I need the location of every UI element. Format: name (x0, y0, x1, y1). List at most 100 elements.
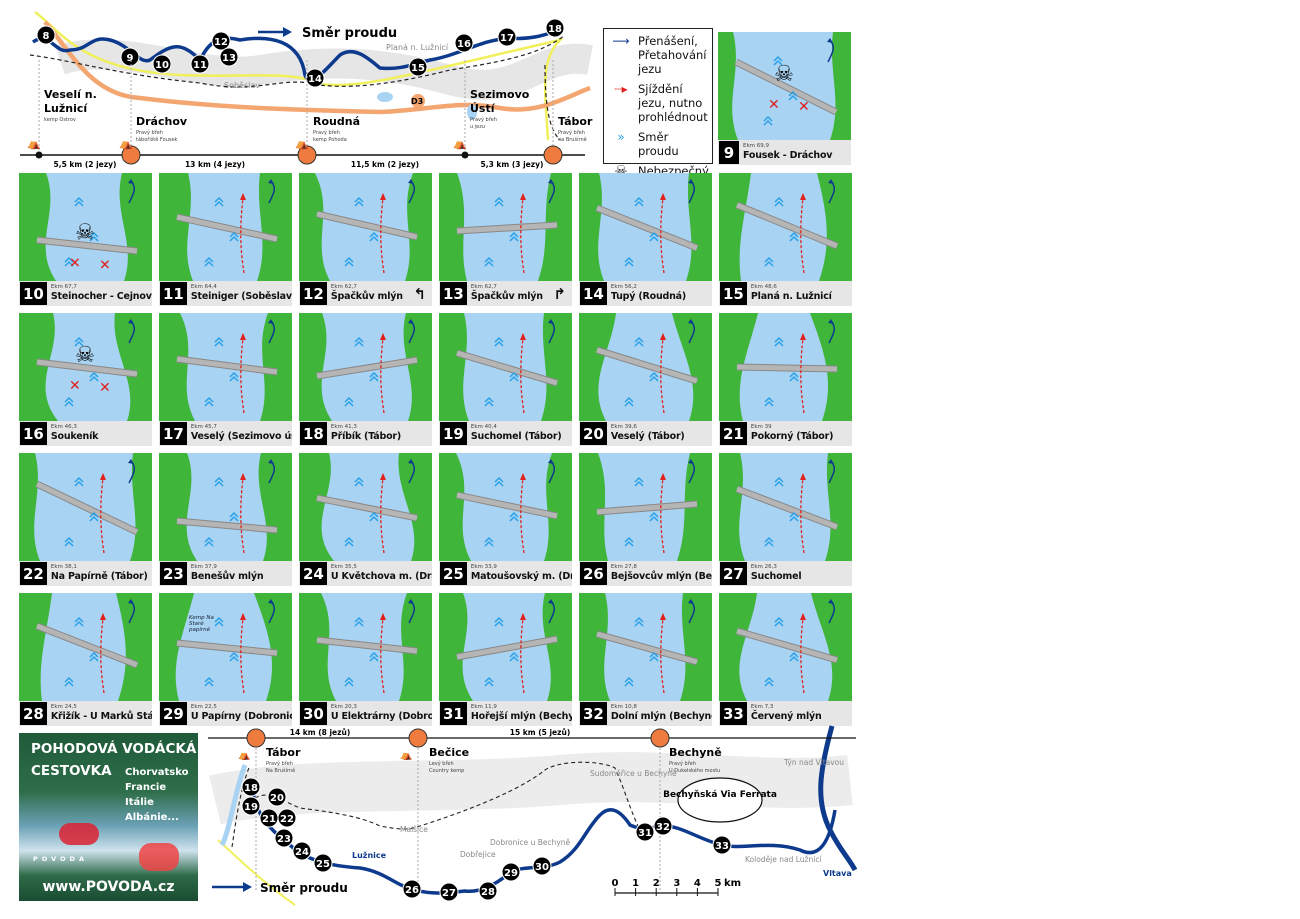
weir-marker[interactable]: 19 (241, 796, 261, 816)
weir-marker[interactable]: 22 (277, 808, 297, 828)
weir-marker[interactable]: 13 (219, 47, 239, 67)
place-note: Pravý břeh (558, 129, 585, 136)
weir-tile-12[interactable]: 12 Ekm 62,7 Špačkův mlýn ↰ (299, 173, 432, 306)
weir-tile-22[interactable]: 22 Ekm 38,1 Na Papírně (Tábor) (19, 453, 152, 586)
weir-marker[interactable]: 20 (267, 787, 287, 807)
top-route-map: Směr proudu Planá n. Lužnicí Soběslav D3… (18, 8, 598, 173)
weir-tile-14[interactable]: 14 Ekm 56,2 Tupý (Roudná) (579, 173, 712, 306)
weir-schematic (159, 313, 292, 421)
tile-caption: 32 Ekm 10,8 Dolní mlýn (Bechyně) (579, 701, 712, 726)
weir-marker[interactable]: 18 (545, 18, 565, 38)
weir-tile-10[interactable]: ☠ ✕ ✕ 10 Ekm 67,7 Steinocher - Cejnov (19, 173, 152, 306)
weir-marker[interactable]: 10 (152, 54, 172, 74)
river-km: Ekm 62,7 (330, 284, 357, 290)
weir-tile-18[interactable]: 18 Ekm 41,3 Příbík (Tábor) (299, 313, 432, 446)
weir-marker[interactable]: 15 (408, 57, 428, 77)
weir-marker[interactable]: 17 (497, 27, 517, 47)
weir-marker[interactable]: 27 (439, 882, 459, 902)
weir-marker[interactable]: 23 (274, 828, 294, 848)
weir-marker[interactable]: 30 (532, 856, 552, 876)
tile-note: Kemp Na Staré papírně (189, 615, 214, 633)
stop-marker[interactable] (121, 145, 141, 165)
weir-marker-number: 18 (548, 24, 562, 35)
weir-marker[interactable]: 26 (402, 879, 422, 899)
weir-marker-number: 30 (535, 862, 549, 873)
weir-tile-13[interactable]: 13 Ekm 62,7 Špačkův mlýn ↱ (439, 173, 572, 306)
tile-caption: 27 Ekm 26,3 Suchomel (719, 561, 852, 586)
town-label: Dobřejice (460, 850, 496, 859)
stop-marker[interactable] (246, 728, 266, 748)
place-name: Dráchov (136, 115, 188, 128)
place-name: Tábor (558, 115, 593, 128)
weir-tile-20[interactable]: 20 Ekm 39,6 Veselý (Tábor) (579, 313, 712, 446)
weir-marker[interactable]: 14 (305, 68, 325, 88)
stop-marker[interactable] (543, 145, 563, 165)
weir-tile-9[interactable]: ☠ ✕ ✕ 9 Ekm 69,9 Fousek - Dráchov (718, 32, 851, 165)
run-weir-arrow-icon (800, 197, 805, 274)
weir-name: Benešův mlýn (190, 571, 264, 582)
place-note: kemp Ostrov (44, 117, 76, 123)
place-name: Ústí (470, 102, 496, 115)
skull-icon: ☠ (75, 343, 95, 368)
weir-tile-21[interactable]: 21 Ekm 39 Pokorný (Tábor) (719, 313, 852, 446)
place-note: Levý břeh (429, 760, 454, 767)
river-km: Ekm 22,5 (190, 704, 217, 710)
weir-marker[interactable]: 18 (241, 777, 261, 797)
weir-tile-16[interactable]: ☠ ✕ ✕ 16 Ekm 46,3 Soukeník (19, 313, 152, 446)
run-weir-arrow-icon (240, 477, 245, 554)
weir-marker[interactable]: 28 (478, 881, 498, 901)
tile-caption: 23 Ekm 37,9 Benešův mlýn (159, 561, 292, 586)
weir-marker[interactable]: 25 (313, 853, 333, 873)
weir-tile-23[interactable]: 23 Ekm 37,9 Benešův mlýn (159, 453, 292, 586)
weir-number: 27 (720, 562, 747, 585)
weir-number: 13 (440, 282, 467, 305)
weir-number: 17 (160, 422, 187, 445)
river-label: Lužnice (352, 851, 387, 860)
weir-marker[interactable]: 32 (653, 816, 673, 836)
weir-tile-11[interactable]: 11 Ekm 64,4 Steiniger (Soběslav) (159, 173, 292, 306)
weir-marker[interactable]: 9 (120, 47, 140, 67)
weir-schematic (439, 173, 572, 281)
place-note: Na Brušírně (266, 767, 295, 774)
highway-label: D3 (411, 97, 423, 106)
stop-marker[interactable] (650, 728, 670, 748)
stop-marker[interactable] (408, 728, 428, 748)
legend-label: Směr proudu (638, 130, 679, 158)
tile-caption: 15 Ekm 48,6 Planá n. Lužnicí (719, 281, 852, 306)
river-km: Ekm 62,7 (470, 284, 497, 290)
ad-url[interactable]: www.POVODA.cz (42, 879, 175, 895)
stop-marker[interactable] (297, 145, 317, 165)
weir-tile-19[interactable]: 19 Ekm 40,4 Suchomel (Tábor) (439, 313, 572, 446)
weir-marker[interactable]: 8 (36, 25, 56, 45)
weir-marker-number: 11 (193, 60, 207, 71)
weir-tile-32[interactable]: 32 Ekm 10,8 Dolní mlýn (Bechyně) (579, 593, 712, 726)
weir-tile-15[interactable]: 15 Ekm 48,6 Planá n. Lužnicí (719, 173, 852, 306)
weir-marker[interactable]: 12 (211, 31, 231, 51)
povoda-advert[interactable]: POHODOVÁ VODÁCKÁ CESTOVKA Chorvatsko Fran… (19, 733, 198, 901)
danger-x-icon: ✕ (69, 256, 81, 272)
place-name: Sezimovo (470, 88, 530, 101)
weir-marker-number: 9 (127, 53, 134, 64)
danger-x-icon: ✕ (69, 378, 81, 394)
weir-schematic (19, 453, 152, 561)
weir-tile-33[interactable]: 33 Ekm 7,3 Červený mlýn (719, 593, 852, 726)
weir-number: 9 (719, 141, 739, 164)
weir-marker[interactable]: 29 (501, 862, 521, 882)
weir-marker[interactable]: 33 (712, 835, 732, 855)
weir-marker[interactable]: 11 (190, 54, 210, 74)
weir-marker[interactable]: 24 (292, 841, 312, 861)
weir-tile-27[interactable]: 27 Ekm 26,3 Suchomel (719, 453, 852, 586)
weir-marker[interactable]: 31 (635, 822, 655, 842)
weir-marker[interactable]: 16 (454, 33, 474, 53)
weir-marker[interactable]: 21 (259, 808, 279, 828)
